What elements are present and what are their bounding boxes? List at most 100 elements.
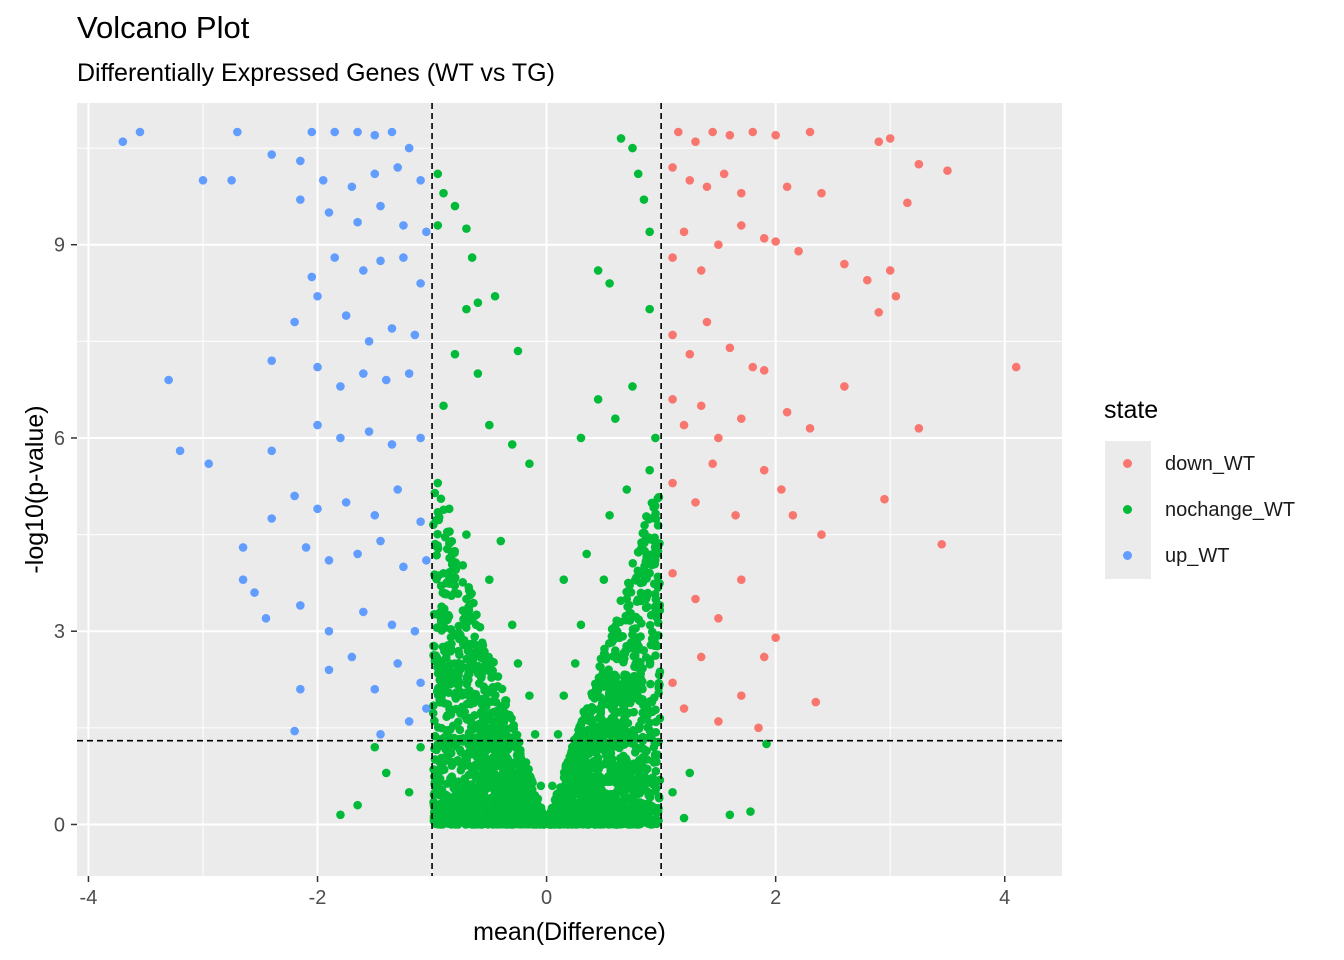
point-down_WT <box>914 159 924 169</box>
point-nochange_WT <box>466 717 476 727</box>
point-nochange_WT <box>493 672 503 681</box>
point-nochange_WT <box>475 762 485 771</box>
point-nochange_WT <box>645 465 654 475</box>
point-nochange_WT <box>577 775 587 784</box>
point-up_WT <box>290 491 299 501</box>
point-up_WT <box>341 311 351 320</box>
point-down_WT <box>731 510 740 520</box>
point-up_WT <box>416 433 425 443</box>
point-nochange_WT <box>600 674 609 683</box>
point-nochange_WT <box>462 796 472 805</box>
point-up_WT <box>336 433 345 443</box>
point-nochange_WT <box>762 739 771 749</box>
chart-title: Volcano Plot <box>77 10 250 45</box>
point-nochange_WT <box>572 804 582 813</box>
point-nochange_WT <box>604 724 613 733</box>
point-nochange_WT <box>593 788 602 798</box>
point-up_WT <box>370 169 380 179</box>
point-nochange_WT <box>622 587 631 597</box>
point-up_WT <box>261 614 271 623</box>
point-nochange_WT <box>636 673 645 683</box>
point-nochange_WT <box>576 620 586 630</box>
point-nochange_WT <box>501 790 510 799</box>
point-nochange_WT <box>626 803 636 813</box>
point-nochange_WT <box>628 143 637 153</box>
point-up_WT <box>422 556 431 565</box>
point-up_WT <box>376 536 385 546</box>
point-nochange_WT <box>640 768 649 777</box>
point-nochange_WT <box>473 369 483 378</box>
point-nochange_WT <box>485 420 494 430</box>
point-up_WT <box>376 201 385 211</box>
point-nochange_WT <box>610 625 620 635</box>
point-nochange_WT <box>634 692 643 702</box>
point-up_WT <box>336 382 345 391</box>
point-nochange_WT <box>443 577 452 587</box>
point-nochange_WT <box>569 751 579 760</box>
point-down_WT <box>862 275 872 285</box>
point-nochange_WT <box>336 810 345 820</box>
point-nochange_WT <box>502 775 511 784</box>
point-up_WT <box>416 279 425 288</box>
point-down_WT <box>668 253 677 262</box>
point-nochange_WT <box>471 620 481 630</box>
point-nochange_WT <box>513 659 523 668</box>
point-nochange_WT <box>570 659 580 668</box>
point-down_WT <box>777 485 786 494</box>
point-nochange_WT <box>628 624 638 634</box>
point-nochange_WT <box>588 691 597 701</box>
point-down_WT <box>737 575 746 584</box>
legend-title: state <box>1104 396 1159 424</box>
point-nochange_WT <box>640 565 649 575</box>
point-nochange_WT <box>628 641 638 650</box>
point-up_WT <box>290 726 299 736</box>
point-nochange_WT <box>451 679 461 688</box>
point-nochange_WT <box>611 414 620 423</box>
point-up_WT <box>267 356 277 365</box>
point-nochange_WT <box>444 688 454 697</box>
point-nochange_WT <box>461 778 471 787</box>
point-down_WT <box>691 594 700 604</box>
point-nochange_WT <box>619 740 629 749</box>
point-nochange_WT <box>524 784 534 793</box>
point-nochange_WT <box>611 707 620 717</box>
point-nochange_WT <box>566 798 576 808</box>
point-up_WT <box>359 266 368 275</box>
point-nochange_WT <box>443 527 452 537</box>
point-nochange_WT <box>623 578 633 588</box>
point-down_WT <box>668 163 677 172</box>
point-down_WT <box>725 130 735 140</box>
point-nochange_WT <box>433 663 442 672</box>
point-nochange_WT <box>439 401 448 411</box>
point-up_WT <box>404 369 414 378</box>
point-up_WT <box>313 362 322 372</box>
point-nochange_WT <box>614 777 623 787</box>
point-nochange_WT <box>480 793 489 802</box>
point-down_WT <box>702 182 712 192</box>
point-up_WT <box>204 459 214 469</box>
point-nochange_WT <box>464 667 474 676</box>
point-nochange_WT <box>642 746 651 756</box>
point-nochange_WT <box>645 718 654 728</box>
point-nochange_WT <box>437 809 447 819</box>
point-nochange_WT <box>437 696 447 706</box>
point-nochange_WT <box>507 620 517 630</box>
point-nochange_WT <box>436 672 446 681</box>
point-nochange_WT <box>448 759 457 768</box>
point-nochange_WT <box>631 819 640 829</box>
point-nochange_WT <box>602 777 612 786</box>
point-nochange_WT <box>473 770 482 780</box>
point-nochange_WT <box>610 670 619 680</box>
point-up_WT <box>324 556 334 565</box>
point-nochange_WT <box>439 188 448 198</box>
point-nochange_WT <box>480 685 490 694</box>
point-nochange_WT <box>568 810 577 819</box>
point-nochange_WT <box>469 653 479 663</box>
legend-item-nochange_WT: nochange_WT <box>1092 487 1295 533</box>
point-nochange_WT <box>452 792 462 802</box>
point-nochange_WT <box>640 529 649 538</box>
point-nochange_WT <box>652 641 662 651</box>
point-down_WT <box>737 414 746 423</box>
point-down_WT <box>737 691 746 700</box>
point-nochange_WT <box>617 769 627 779</box>
